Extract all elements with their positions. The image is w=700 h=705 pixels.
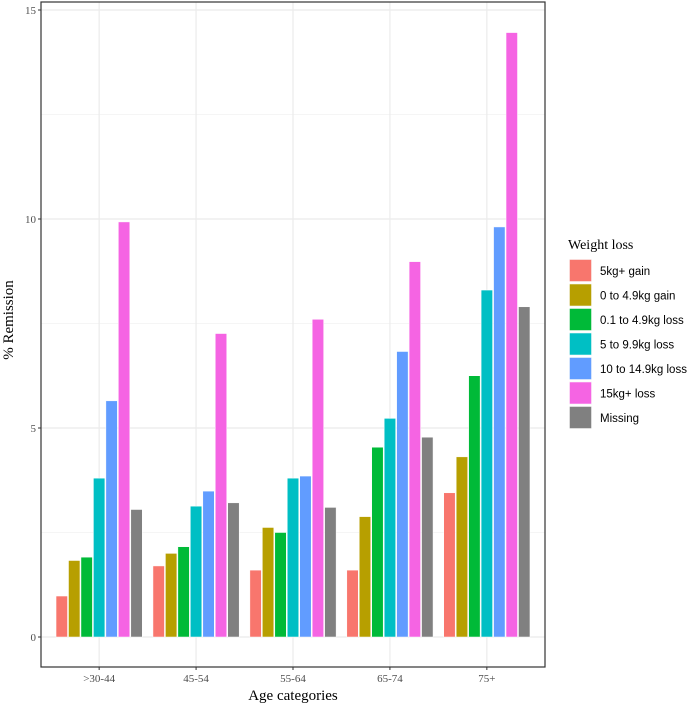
legend: Weight loss 5kg+ gain 0 to 4.9kg gain 0.1 …	[568, 238, 687, 429]
bar	[202, 490, 215, 638]
bar	[118, 221, 131, 638]
legend-swatch	[569, 283, 592, 307]
bar	[468, 375, 481, 638]
y-tick-label: 5	[31, 423, 37, 435]
legend-swatch	[569, 357, 592, 380]
bar	[190, 505, 203, 638]
y-axis-title: % Remission	[1, 280, 17, 360]
legend-swatch	[569, 406, 592, 429]
x-tick-label: 75+	[478, 673, 495, 685]
bar	[455, 456, 468, 638]
legend-item: 0.1 to 4.9kg loss	[569, 308, 684, 331]
bar	[68, 560, 81, 638]
bar	[177, 546, 190, 638]
bar	[480, 289, 493, 638]
bar	[152, 565, 165, 638]
legend-item: 5 to 9.9kg loss	[569, 332, 674, 356]
bars	[55, 32, 531, 638]
x-tick-label: 45-54	[183, 673, 209, 685]
legend-item: 10 to 14.9kg loss	[569, 357, 687, 380]
bar	[274, 532, 287, 638]
bar	[227, 502, 240, 638]
bar	[371, 446, 384, 638]
y-axis: 0 5 10 15	[25, 5, 41, 644]
bar	[311, 319, 324, 638]
bar	[493, 226, 506, 638]
bar	[505, 32, 518, 638]
bar	[287, 477, 299, 638]
legend-swatch	[569, 381, 592, 405]
bar	[396, 351, 409, 638]
bar	[262, 527, 275, 638]
legend-label: 5 to 9.9kg loss	[600, 340, 674, 352]
legend-title: Weight loss	[568, 238, 633, 253]
x-tick-label: 55-64	[280, 673, 306, 685]
bar	[299, 475, 312, 638]
bar	[93, 477, 106, 638]
bar	[215, 333, 227, 638]
legend-item: Missing	[569, 406, 639, 429]
legend-label: 0 to 4.9kg gain	[600, 291, 675, 303]
bar	[408, 261, 421, 638]
legend-label: 10 to 14.9kg loss	[600, 364, 687, 376]
legend-label: 5kg+ gain	[600, 266, 650, 278]
x-axis-title: Age categories	[248, 688, 338, 704]
x-tick-label: >30-44	[83, 673, 115, 685]
x-tick-label: 65-74	[377, 673, 403, 685]
bar	[130, 509, 143, 638]
legend-swatch	[569, 332, 592, 356]
bar	[324, 507, 337, 638]
y-tick-label: 15	[25, 5, 37, 17]
bar	[249, 569, 262, 638]
y-tick-label: 0	[31, 632, 37, 644]
legend-swatch	[569, 259, 592, 282]
legend-item: 15kg+ loss	[569, 381, 656, 405]
legend-label: 0.1 to 4.9kg loss	[600, 315, 684, 327]
legend-swatch	[569, 308, 592, 331]
legend-item: 0 to 4.9kg gain	[569, 283, 675, 307]
bar	[421, 436, 434, 638]
bar	[383, 418, 396, 638]
x-axis: >30-44 45-54 55-64 65-74 75+	[83, 667, 495, 685]
legend-item: 5kg+ gain	[569, 259, 650, 282]
bar	[55, 595, 68, 638]
legend-label: 15kg+ loss	[600, 389, 656, 401]
bar	[346, 569, 359, 638]
bar	[518, 306, 531, 638]
bar	[443, 492, 456, 638]
bar	[165, 553, 178, 638]
bar	[359, 516, 371, 638]
legend-label: Missing	[600, 413, 639, 425]
bar	[105, 400, 118, 638]
bar	[80, 556, 93, 638]
y-tick-label: 10	[25, 214, 37, 226]
